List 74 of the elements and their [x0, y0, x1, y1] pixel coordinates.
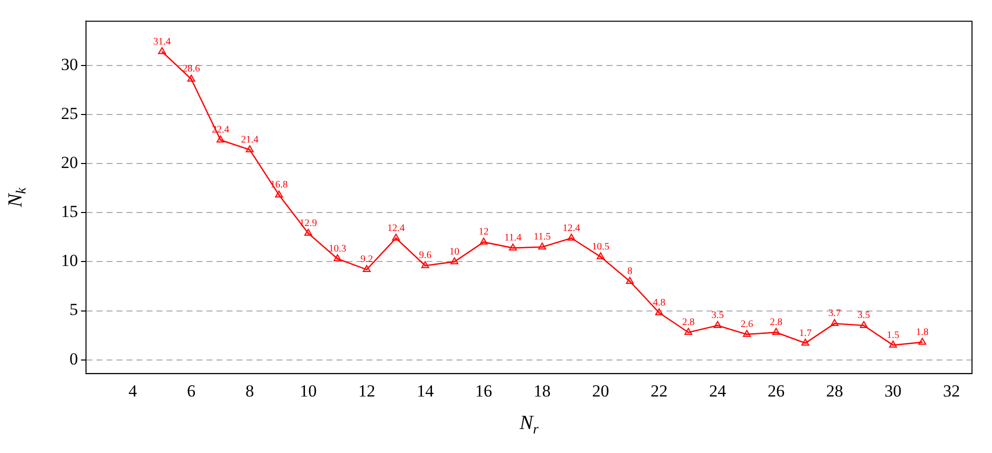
point — [246, 145, 254, 152]
y-tick-label: 10 — [61, 251, 78, 270]
data-label: 28.6 — [182, 64, 200, 75]
point — [362, 265, 371, 272]
data-label: 31.4 — [153, 36, 171, 48]
data-label: 1.7 — [799, 328, 812, 339]
point — [596, 252, 605, 260]
data-label: 3.5 — [711, 310, 724, 322]
point — [626, 276, 634, 284]
point — [801, 338, 810, 346]
data-label: 11.4 — [504, 232, 522, 244]
point — [275, 190, 283, 198]
point — [655, 308, 664, 316]
point — [392, 234, 400, 241]
data-label: 8 — [627, 266, 632, 277]
point — [684, 328, 692, 335]
x-tick-label: 20 — [592, 381, 610, 400]
x-tick-label: 30 — [884, 381, 902, 400]
data-label: 21.4 — [241, 134, 258, 146]
x-tick-label: 10 — [300, 381, 317, 400]
point — [538, 242, 546, 250]
data-label: 11.5 — [534, 232, 551, 243]
x-tick-label: 22 — [650, 381, 668, 400]
point — [508, 243, 517, 250]
data-label: 2.6 — [740, 318, 754, 330]
data-label: 3.7 — [828, 308, 841, 320]
point — [889, 340, 898, 348]
point — [772, 328, 780, 335]
data-label: 10.5 — [592, 241, 610, 252]
point — [830, 319, 839, 326]
x-tick-label: 16 — [475, 381, 492, 400]
data-label: 12.4 — [387, 222, 405, 234]
y-tick-label: 20 — [61, 153, 78, 172]
x-tick-label: 18 — [534, 381, 551, 400]
data-label: 2.8 — [682, 316, 695, 328]
x-tick-label: 28 — [826, 381, 844, 400]
data-label: 12.4 — [562, 222, 580, 234]
y-tick-label: 25 — [61, 104, 78, 123]
y-tick-label: 0 — [70, 349, 78, 368]
y-axis-title: Nk — [4, 186, 30, 208]
data-label: 2.8 — [770, 316, 782, 328]
point — [216, 135, 224, 142]
x-tick-label: 8 — [246, 381, 254, 400]
data-label: 10.3 — [328, 243, 346, 254]
data-label: 9.6 — [418, 250, 432, 262]
point — [742, 330, 751, 337]
point — [304, 228, 312, 236]
x-tick-label: 24 — [709, 381, 727, 400]
point — [918, 338, 926, 345]
y-tick-label: 30 — [61, 54, 78, 74]
data-label: 4.8 — [652, 297, 666, 308]
data-label: 10 — [449, 246, 460, 258]
y-tick-label: 5 — [70, 300, 78, 320]
point — [334, 254, 342, 262]
point — [421, 261, 430, 268]
x-tick-label: 6 — [187, 381, 196, 400]
point — [567, 234, 576, 241]
point — [860, 321, 868, 328]
x-tick-label: 4 — [128, 381, 138, 400]
point — [158, 47, 166, 54]
x-tick-label: 14 — [416, 381, 434, 400]
point — [450, 257, 458, 264]
x-tick-label: 26 — [768, 381, 785, 400]
data-label: 12 — [478, 226, 489, 238]
y-tick-label: 15 — [61, 202, 78, 222]
data-label: 1.5 — [886, 330, 900, 341]
point — [714, 321, 722, 328]
point — [480, 238, 488, 245]
point — [187, 74, 196, 82]
x-tick-label: 12 — [358, 381, 376, 400]
data-label: 3.5 — [858, 310, 870, 322]
data-label: 1.8 — [916, 326, 929, 338]
x-tick-label: 32 — [943, 381, 960, 400]
data-label: 9.2 — [360, 254, 373, 266]
